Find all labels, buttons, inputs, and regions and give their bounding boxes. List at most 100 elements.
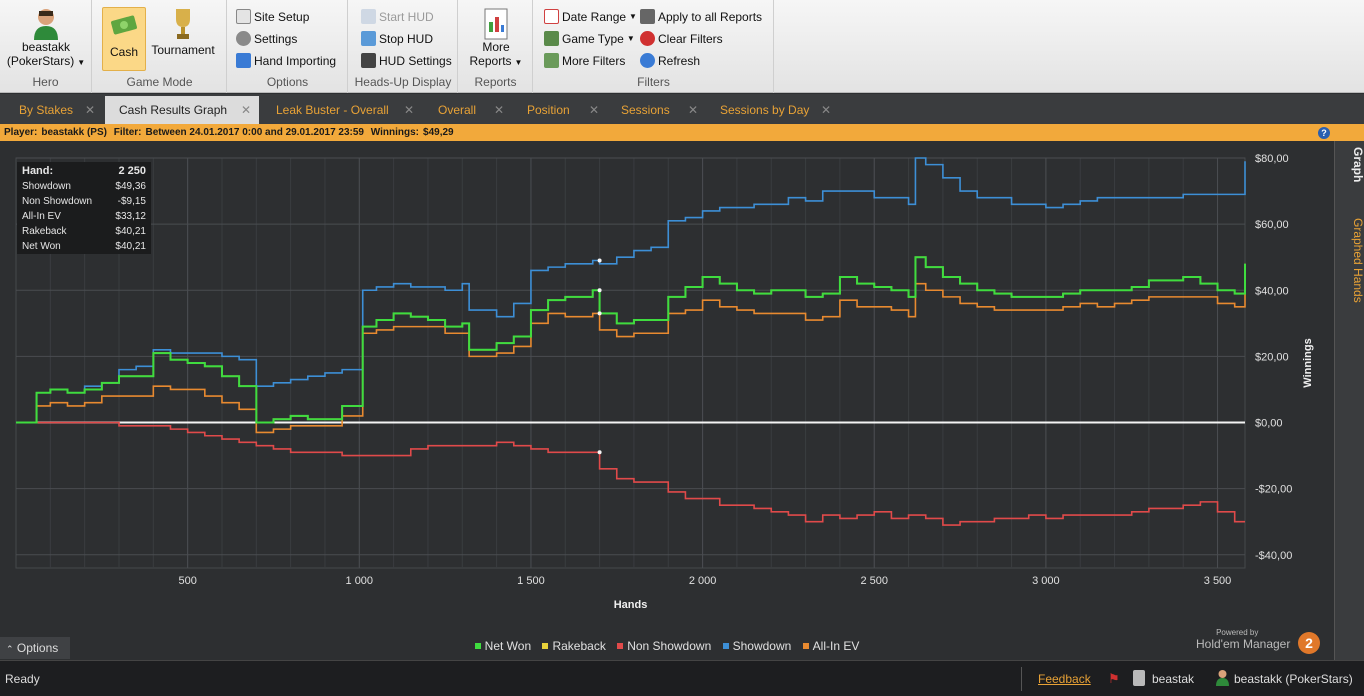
winnings-label: Winnings: — [370, 127, 420, 138]
calendar-icon — [544, 9, 559, 24]
tab-sessions-by-day[interactable]: Sessions by Day ✕ — [706, 96, 839, 124]
hud-settings-label: HUD Settings — [379, 53, 452, 68]
hover-marker — [597, 311, 602, 316]
tab-leak-buster[interactable]: Leak Buster - Overall ✕ — [262, 96, 422, 124]
options-label: Options — [16, 641, 59, 655]
refresh-label: Refresh — [658, 53, 701, 68]
stat-value: $40,21 — [115, 241, 146, 252]
stat-hand-label: Hand: — [22, 165, 54, 177]
hm2-logo-icon: 2 — [1298, 632, 1320, 654]
hand-importing-button[interactable]: Hand Importing — [236, 53, 336, 68]
stat-label: Showdown — [22, 181, 71, 192]
gear-icon — [236, 31, 251, 46]
more-filters-button[interactable]: More Filters — [544, 53, 625, 68]
tab-sessions[interactable]: Sessions ✕ — [607, 96, 706, 124]
server-icon — [1133, 670, 1145, 686]
winnings-value: $49,29 — [423, 127, 454, 138]
help-icon[interactable]: ? — [1318, 127, 1330, 139]
player-avatar-icon — [1215, 669, 1230, 686]
legend-item-non-showdown[interactable]: Non Showdown — [617, 639, 711, 653]
tournament-button[interactable]: Tournament — [148, 7, 218, 57]
close-icon[interactable]: ✕ — [493, 103, 504, 117]
cash-button[interactable]: Cash — [102, 7, 146, 71]
filter-label: Filter: — [113, 127, 142, 138]
side-tab-graph[interactable]: Graph — [1351, 147, 1364, 183]
legend-item-showdown[interactable]: Showdown — [722, 639, 791, 653]
clear-filters-button[interactable]: Clear Filters — [640, 31, 723, 46]
legend-label: Net Won — [484, 639, 532, 653]
chevron-down-icon: ▼ — [626, 34, 635, 43]
game-type-button[interactable]: Game Type ▼ — [544, 31, 635, 46]
refresh-icon — [640, 53, 655, 68]
player-value: beastakk (PS) — [41, 127, 107, 138]
close-icon[interactable]: ✕ — [403, 103, 414, 117]
refresh-button[interactable]: Refresh — [640, 53, 700, 68]
tab-overall[interactable]: Overall ✕ — [424, 96, 512, 124]
hand-stats-tooltip: Hand: 2 250 Showdown $49,36 Non Showdown -$… — [17, 162, 151, 254]
tab-by-stakes[interactable]: By Stakes ✕ — [5, 96, 103, 124]
tab-label: Position — [527, 103, 570, 117]
options-toggle[interactable]: ⌃ Options — [0, 637, 70, 659]
side-tab-graphed-hands[interactable]: Graphed Hands — [1351, 217, 1364, 303]
legend-label: All-In EV — [812, 639, 860, 653]
group-label-filters: Filters — [637, 75, 670, 89]
db-user: beastak — [1152, 672, 1195, 686]
site-setup-label: Site Setup — [254, 9, 310, 24]
import-arrow-icon — [236, 53, 251, 68]
x-tick-label: 500 — [178, 575, 196, 587]
more-reports-button[interactable]: More Reports ▼ — [467, 8, 525, 68]
site-setup-button[interactable]: Site Setup — [236, 9, 309, 24]
report-tabs: By Stakes ✕ Cash Results Graph ✕ Leak Bust… — [0, 94, 1364, 124]
stat-label: Rakeback — [22, 226, 67, 237]
hero-button[interactable]: beastakk (PokerStars) ▼ — [4, 6, 88, 68]
player-label: Player: — [4, 127, 38, 138]
x-tick-label: 3 500 — [1204, 575, 1232, 587]
series-line-all-in-ev — [16, 273, 1246, 434]
close-icon[interactable]: ✕ — [687, 103, 698, 117]
powered-small: Powered by — [1216, 628, 1259, 637]
x-axis-title: Hands — [614, 599, 648, 611]
flag-icon[interactable]: ⚑ — [1108, 671, 1120, 686]
results-graph[interactable]: 500 1 000 1 500 2 000 2 500 3 000 3 500 $80,00 $… — [0, 0, 1334, 620]
legend-item-all-in-ev[interactable]: All-In EV — [802, 639, 860, 653]
group-label-hero: Hero — [32, 75, 59, 89]
status-bar: Ready Feedback ⚑ beastak beastakk (Poker… — [0, 660, 1364, 696]
start-hud-button[interactable]: Start HUD — [361, 9, 434, 24]
hover-marker — [597, 288, 602, 293]
trophy-icon — [171, 7, 195, 41]
clear-filters-label: Clear Filters — [658, 31, 723, 46]
apply-all-button[interactable]: Apply to all Reports — [640, 9, 762, 24]
tab-label: By Stakes — [19, 103, 74, 117]
settings-button[interactable]: Settings — [236, 31, 297, 46]
x-tick-label: 2 500 — [860, 575, 888, 587]
stop-hud-button[interactable]: Stop HUD — [361, 31, 433, 46]
tab-cash-results-graph[interactable]: Cash Results Graph ✕ — [105, 96, 259, 124]
legend-item-net-won[interactable]: Net Won — [474, 639, 532, 653]
hud-settings-button[interactable]: HUD Settings — [361, 53, 452, 68]
filter-value: Between 24.01.2017 0:00 and 29.01.2017 2… — [145, 127, 364, 138]
close-icon[interactable]: ✕ — [588, 103, 599, 117]
y-tick-label: $80,00 — [1255, 153, 1289, 165]
stop-hud-label: Stop HUD — [379, 31, 434, 46]
y-tick-label: $20,00 — [1255, 351, 1289, 363]
hand-importing-label: Hand Importing — [254, 53, 337, 68]
options-group: Site Setup Settings Hand Importing Optio… — [228, 0, 348, 93]
series-line-net-won — [16, 256, 1246, 424]
stat-label: All-In EV — [22, 211, 61, 222]
feedback-link[interactable]: Feedback — [1038, 672, 1091, 686]
site-setup-icon — [236, 9, 251, 24]
reports-label: Reports — [469, 54, 512, 68]
tab-position[interactable]: Position ✕ — [513, 96, 607, 124]
apply-all-label: Apply to all Reports — [658, 9, 763, 24]
close-icon[interactable]: ✕ — [820, 103, 831, 117]
y-tick-label: -$20,00 — [1255, 484, 1292, 496]
close-icon[interactable]: ✕ — [240, 103, 251, 117]
legend-item-rakeback[interactable]: Rakeback — [542, 639, 606, 653]
date-range-label: Date Range — [562, 9, 627, 24]
date-range-button[interactable]: Date Range ▼ — [544, 9, 637, 24]
tab-label: Sessions by Day — [720, 103, 810, 117]
close-icon[interactable]: ✕ — [84, 103, 95, 117]
game-type-icon — [544, 31, 559, 46]
stat-label: Non Showdown — [22, 196, 93, 207]
tab-label: Cash Results Graph — [119, 103, 228, 117]
